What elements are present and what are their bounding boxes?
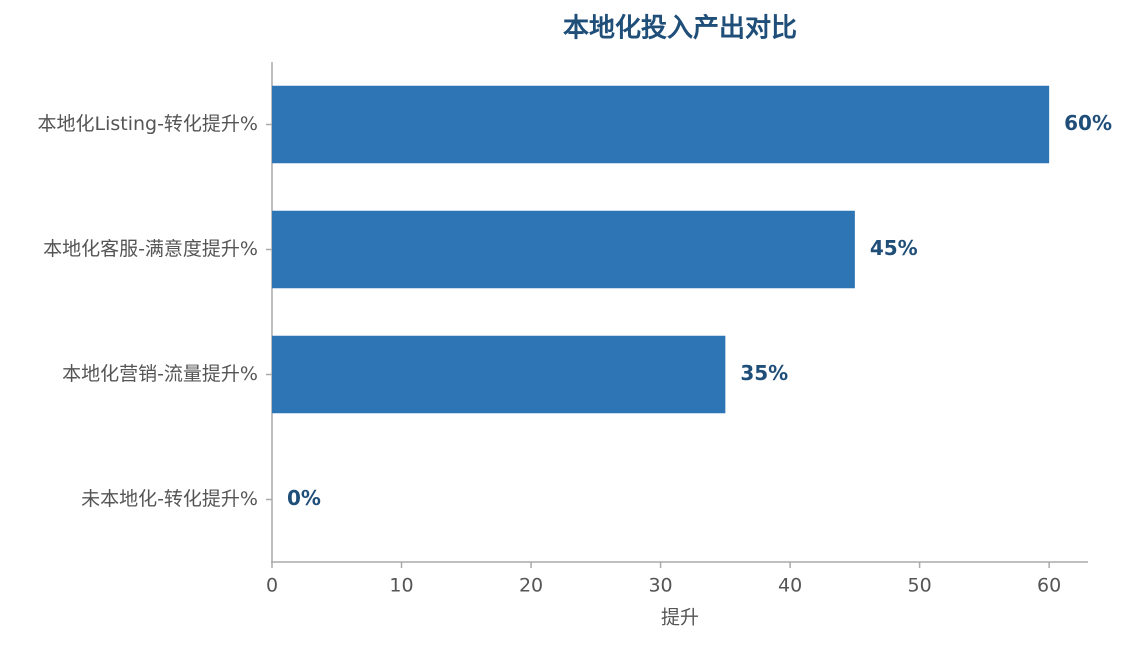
value-label: 45% bbox=[870, 236, 918, 260]
y-tick-label: 未本地化-转化提升% bbox=[81, 488, 258, 510]
y-tick-label: 本地化营销-流量提升% bbox=[62, 363, 258, 385]
x-tick-label: 10 bbox=[389, 575, 413, 597]
y-tick-label: 本地化客服-满意度提升% bbox=[43, 238, 258, 260]
bar bbox=[272, 335, 726, 414]
value-label: 0% bbox=[287, 486, 321, 510]
y-tick-label: 本地化Listing-转化提升% bbox=[37, 113, 258, 135]
bar bbox=[272, 85, 1050, 164]
value-label: 60% bbox=[1064, 111, 1112, 135]
x-axis-label: 提升 bbox=[661, 607, 699, 629]
x-tick-label: 0 bbox=[266, 575, 278, 597]
x-tick-label: 30 bbox=[648, 575, 672, 597]
chart-title: 本地化投入产出对比 bbox=[563, 14, 797, 44]
x-tick-label: 20 bbox=[519, 575, 543, 597]
bar bbox=[272, 210, 855, 289]
x-tick-label: 40 bbox=[778, 575, 802, 597]
x-tick-label: 60 bbox=[1037, 575, 1061, 597]
x-tick-label: 50 bbox=[908, 575, 932, 597]
value-label: 35% bbox=[740, 361, 788, 385]
